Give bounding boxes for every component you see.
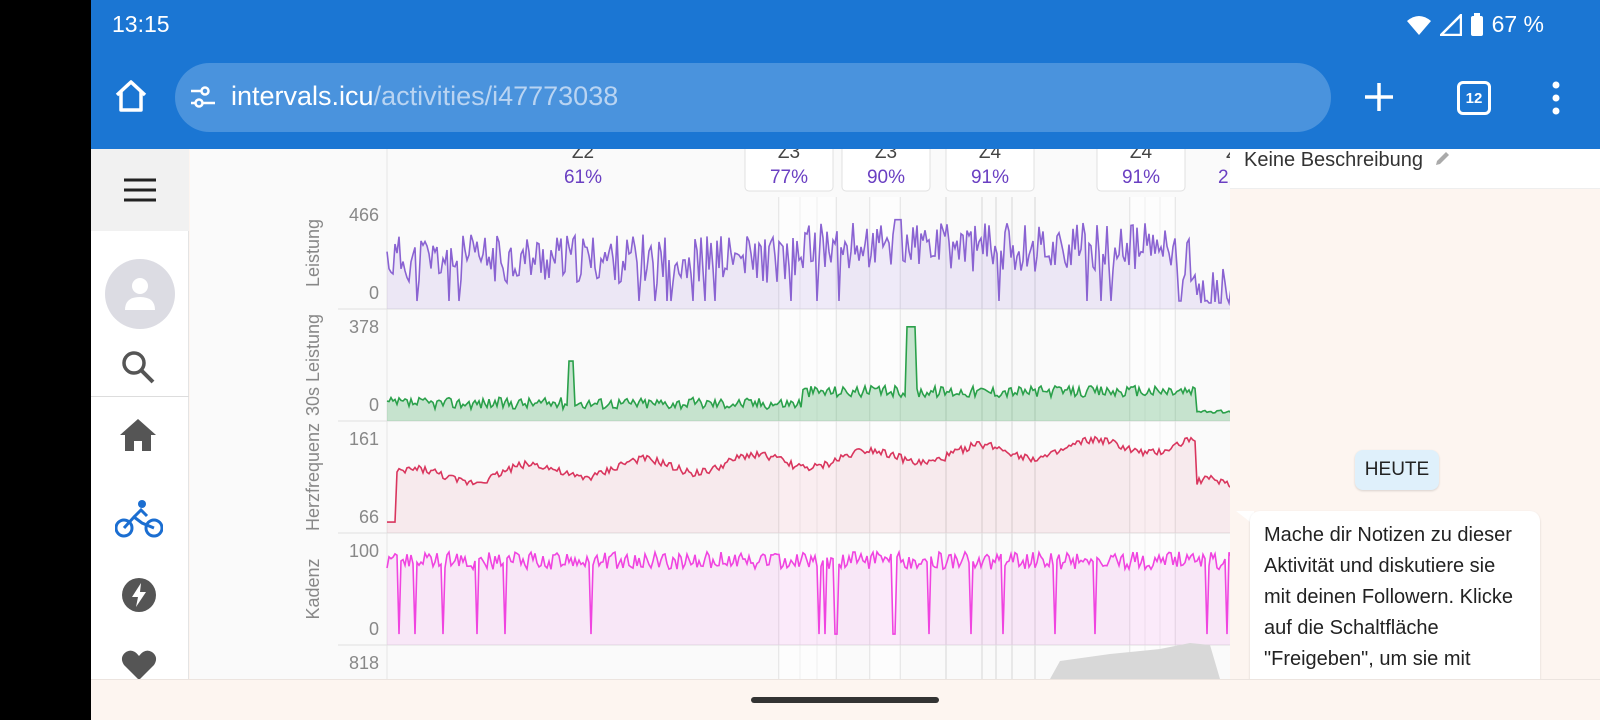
status-time: 13:15 (112, 11, 170, 37)
battery-percent: 67 % (1491, 11, 1544, 37)
zone-percent: 77% (770, 167, 808, 188)
zone-name: Z2 (572, 149, 594, 163)
bolt-icon[interactable] (121, 577, 157, 613)
interval-band (1130, 197, 1175, 679)
axis-max-label: 161 (349, 429, 379, 449)
avatar[interactable] (105, 259, 175, 329)
axis-max-label: 466 (349, 205, 379, 225)
zone-name: Z4 (979, 149, 1002, 163)
heartrate-trace-line (387, 435, 1308, 523)
more-vert-icon[interactable] (1546, 80, 1566, 116)
url-text[interactable]: intervals.icu/activities/i47773038 (231, 81, 618, 112)
heartrate-trace-fill (387, 436, 1307, 533)
zone-percent: 91% (1122, 167, 1160, 188)
description-box[interactable]: Keine Beschreibung (1230, 149, 1600, 189)
sidebar-divider (91, 396, 189, 397)
altitude-fill (1050, 643, 1220, 679)
zone-box (744, 149, 834, 192)
plus-icon[interactable] (1361, 79, 1397, 115)
notes-panel: Keine Beschreibung HEUTE Mache dir Notiz… (1230, 149, 1600, 679)
page-content: Z261%Z377%Z390%Z491%Z491%Z121%4660Leistu… (91, 149, 1600, 679)
search-icon[interactable] (120, 349, 156, 385)
signal-icon (1439, 13, 1462, 36)
bubble-tail (1236, 511, 1254, 525)
notes-hint-bubble: Mache dir Notizen zu dieser Aktivität un… (1250, 511, 1540, 679)
axis-max-label: 100 (349, 541, 379, 561)
tab-count: 12 (1465, 89, 1483, 107)
interval-band (870, 197, 900, 679)
url-host: intervals.icu (231, 81, 374, 111)
axis-min-label: 66 (359, 507, 379, 527)
status-indicators: 67 % (1406, 11, 1544, 38)
zone-name: Z3 (875, 149, 897, 163)
activity-chart-area[interactable]: Z261%Z377%Z390%Z491%Z491%Z121%4660Leistu… (190, 149, 1308, 679)
axis-min-label: 0 (369, 395, 379, 415)
cadence-trace-line (386, 549, 1308, 635)
url-path: /activities/i47773038 (373, 81, 619, 111)
zone-percent: 91% (971, 167, 1009, 188)
pencil-icon[interactable] (1434, 149, 1452, 167)
power30s-trace-line (386, 326, 1308, 415)
wifi-icon (1406, 15, 1431, 35)
zone-name: Z4 (1130, 149, 1153, 163)
axis-min-label: 0 (369, 619, 379, 639)
phone-screen: 13:15 67 % intervals.icu/activities/i477… (91, 0, 1600, 720)
axis-max-label: 818 (349, 653, 379, 673)
panel-label: Leistung (303, 219, 323, 287)
axis-max-label: 378 (349, 317, 379, 337)
browser-home-button[interactable] (111, 76, 151, 116)
menu-icon (124, 178, 156, 202)
note-line: Aktivität und diskutiere sie (1264, 555, 1496, 577)
panel-label: Herzfrequenz (303, 423, 323, 531)
zone-percent: 61% (564, 167, 602, 188)
zone-percent: 90% (867, 167, 905, 188)
power-trace-line (386, 209, 1308, 307)
person-icon (125, 278, 155, 310)
activity-charts[interactable]: Z261%Z377%Z390%Z491%Z491%Z121%4660Leistu… (190, 149, 1308, 679)
panel-label: 30s Leistung (303, 314, 323, 416)
home-icon (115, 80, 147, 112)
heart-icon[interactable] (121, 649, 157, 679)
panel-label: Kadenz (303, 558, 323, 619)
zone-name: Z3 (778, 149, 800, 163)
note-line: Mache dir Notizen zu dieser (1264, 524, 1512, 546)
gesture-handle[interactable] (751, 697, 939, 703)
zone-percent: 21% (1218, 167, 1230, 188)
tabs-button[interactable]: 12 (1457, 81, 1491, 115)
battery-icon (1470, 12, 1483, 36)
note-line: "Freigeben", um sie mit (1264, 648, 1471, 670)
today-badge: HEUTE (1355, 450, 1439, 490)
power30s-trace-fill (387, 326, 1307, 421)
description-text: Keine Beschreibung (1244, 149, 1424, 171)
cadence-trace-fill (387, 551, 1307, 645)
home-icon[interactable] (118, 417, 158, 453)
address-bar[interactable]: intervals.icu/activities/i47773038 (175, 63, 1331, 132)
zone-box (1096, 149, 1186, 192)
zone-box (945, 149, 1035, 192)
browser-chrome: 13:15 67 % intervals.icu/activities/i477… (91, 0, 1600, 149)
gesture-bar (91, 679, 1600, 720)
bike-icon[interactable] (115, 499, 163, 539)
note-line: mit deinen Followern. Klicke (1264, 586, 1513, 608)
zone-box (841, 149, 931, 192)
sidebar (91, 149, 189, 679)
sidebar-menu-button[interactable] (91, 149, 189, 231)
note-line: auf die Schaltfläche (1264, 617, 1439, 639)
axis-min-label: 0 (369, 283, 379, 303)
tune-icon[interactable] (189, 84, 217, 110)
